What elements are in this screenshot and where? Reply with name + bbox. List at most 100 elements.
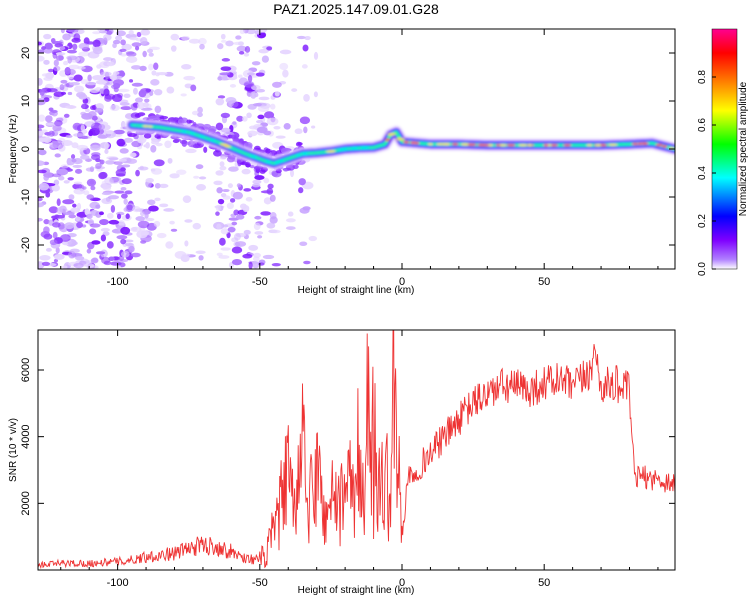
spectrogram-noise-cell — [215, 170, 224, 176]
spectrogram-noise-cell — [70, 154, 76, 160]
spectrogram-noise-cell — [105, 130, 114, 135]
spectrogram-noise-cell — [123, 137, 133, 143]
spectrogram-noise-cell — [198, 255, 204, 261]
spectrogram-noise-cell — [89, 201, 100, 209]
spectrogram-noise-cell — [215, 211, 220, 216]
spectrogram-noise-cell — [60, 164, 69, 169]
spectrogram-noise-cell — [112, 42, 117, 49]
spectrogram-noise-cell — [84, 208, 90, 216]
spectrogram-noise-cell — [231, 221, 238, 226]
spectrogram-noise-cell — [90, 185, 96, 191]
spectrogram-noise-cell — [193, 175, 200, 179]
snr-plot-area — [38, 330, 675, 570]
spectrogram-noise-cell — [65, 105, 77, 109]
spectrogram-noise-cell — [39, 89, 45, 97]
spectrogram-noise-cell — [243, 188, 252, 192]
spectrogram-noise-cell — [60, 79, 68, 84]
spectrogram-noise-cell — [243, 52, 250, 57]
spectrogram-noise-cell — [256, 120, 264, 124]
spectrogram-noise-cell — [67, 56, 73, 64]
spectrogram-noise-cell — [219, 165, 227, 171]
spectrogram-noise-cell — [232, 121, 237, 125]
spectrogram-noise-cell — [55, 247, 60, 254]
spectrogram-noise-cell — [135, 169, 140, 177]
spectrogram-noise-cell — [262, 254, 275, 260]
spectrogram-noise-cell — [74, 168, 83, 174]
snr-ytick-label: 6000 — [20, 358, 32, 382]
spectrogram-noise-cell — [218, 255, 230, 259]
spectrogram-noise-cell — [247, 130, 258, 137]
spectrogram-noise-cell — [252, 103, 262, 107]
spectrogram-noise-cell — [188, 38, 201, 44]
spectrogram-noise-cell — [60, 234, 71, 242]
spectrogram-noise-cell — [110, 261, 122, 266]
spectrogram-ridge-hotspot — [506, 143, 516, 147]
spectrogram-noise-cell — [115, 35, 123, 41]
spectrogram-noise-cell — [60, 29, 65, 34]
spectrogram-noise-cell — [115, 265, 121, 269]
spectrogram-noise-cell — [216, 223, 222, 230]
spectrogram-noise-cell — [44, 131, 52, 136]
spectrogram-noise-cell — [43, 59, 50, 65]
spectrogram-noise-cell — [43, 136, 52, 144]
spectrogram-noise-cell — [140, 29, 151, 36]
spectrogram-noise-cell — [220, 112, 231, 119]
spectrogram-noise-cell — [121, 178, 132, 185]
spectrogram-noise-cell — [102, 186, 112, 191]
spectrogram-noise-cell — [269, 194, 276, 202]
spectrogram-noise-cell — [69, 266, 75, 269]
spectrogram-noise-cell — [128, 30, 134, 35]
spectrogram-noise-cell — [131, 42, 142, 47]
spectrogram-ytick-label: -10 — [20, 189, 32, 205]
snr-xtick-label: 0 — [399, 577, 405, 589]
spectrogram-noise-cell — [38, 98, 46, 106]
spectrogram-noise-cell — [203, 146, 208, 153]
spectrogram-noise-cell — [80, 124, 86, 132]
colorbar-tick-label: 0.0 — [697, 262, 708, 276]
spectrogram-noise-cell — [41, 46, 46, 50]
spectrogram-noise-cell — [242, 205, 250, 213]
spectrogram-noise-cell — [68, 194, 75, 200]
spectrogram-noise-cell — [216, 252, 223, 257]
spectrogram-noise-cell — [190, 84, 197, 92]
spectrogram-noise-cell — [64, 67, 71, 75]
spectrogram-noise-cell — [71, 142, 79, 149]
spectrogram-noise-cell — [120, 106, 132, 111]
spectrogram-noise-cell — [185, 148, 197, 154]
spectrogram-noise-cell — [231, 259, 242, 266]
spectrogram-noise-cell — [166, 86, 175, 94]
chart-title: PAZ1.2025.147.09.01.G28 — [273, 1, 439, 17]
spectrogram-noise-cell — [150, 144, 157, 153]
spectrogram-noise-cell — [100, 227, 110, 232]
spectrogram-noise-cell — [53, 258, 58, 263]
spectrogram-noise-cell — [104, 149, 109, 154]
spectrogram-noise-cell — [151, 70, 157, 76]
spectrogram-noise-cell — [245, 197, 253, 202]
spectrogram-noise-cell — [213, 180, 223, 186]
spectrogram-noise-cell — [241, 168, 251, 175]
spectrogram-ridge-hotspot — [595, 143, 602, 147]
spectrogram-noise-cell — [251, 61, 261, 66]
spectrogram-noise-cell — [181, 35, 190, 41]
spectrogram-noise-cell — [64, 222, 75, 230]
spectrogram-noise-cell — [195, 164, 204, 170]
spectrogram-noise-cell — [112, 39, 121, 45]
spectrogram-noise-cell — [72, 203, 77, 208]
spectrogram-noise-cell — [235, 35, 242, 40]
spectrogram-noise-cell — [106, 241, 114, 249]
spectrogram-noise-cell — [115, 30, 126, 37]
spectrogram-noise-cell — [78, 42, 90, 50]
spectrogram-noise-cell — [67, 240, 78, 246]
spectrogram-noise-cell — [72, 43, 78, 51]
spectrogram-noise-cell — [299, 241, 308, 246]
spectrogram-noise-cell — [135, 216, 146, 222]
spectrogram-noise-cell — [179, 139, 188, 145]
spectrogram-ridge-hotspot — [608, 143, 618, 146]
spectrogram-noise-cell — [222, 195, 231, 200]
spectrogram-noise-cell — [53, 253, 65, 260]
spectrogram-ridge-hotspot — [209, 139, 216, 142]
spectrogram-noise-cell — [158, 183, 169, 189]
spectrogram-noise-cell — [169, 220, 175, 225]
spectrogram-noise-cell — [92, 39, 101, 48]
spectrogram-noise-cell — [120, 120, 126, 129]
